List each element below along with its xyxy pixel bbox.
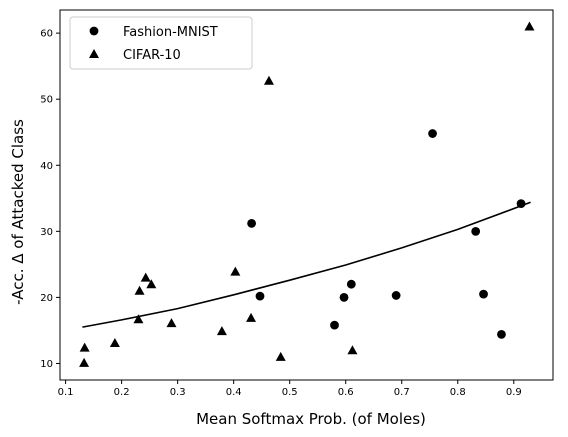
axes: 0.1 0.2 0.3 0.4 0.5 0.6 0.7 0.8 0.9 10 20 30 40 50 60 <box>40 9 554 398</box>
point-cifar-10 <box>347 345 358 355</box>
x-tick-label: 0.9 <box>506 387 522 398</box>
legend-marker <box>89 49 99 58</box>
data-points <box>79 21 535 367</box>
x-tick-label: 0.3 <box>170 387 186 398</box>
y-tick-label: 10 <box>40 359 53 370</box>
point-cifar-10 <box>79 342 90 352</box>
trend-line <box>82 201 531 328</box>
point-cifar-10 <box>230 266 241 276</box>
point-cifar-10 <box>79 357 90 367</box>
point-cifar-10 <box>146 279 157 289</box>
point-fashion-mnist <box>497 330 506 339</box>
x-tick-label: 0.4 <box>226 387 242 398</box>
point-cifar-10 <box>216 326 227 336</box>
x-tick-label: 0.6 <box>338 387 354 398</box>
point-cifar-10 <box>140 272 151 282</box>
y-tick-label: 60 <box>40 29 53 40</box>
point-cifar-10 <box>275 351 286 361</box>
point-fashion-mnist <box>471 226 481 236</box>
y-tick-label: 40 <box>40 161 53 172</box>
x-tick-label: 0.2 <box>114 387 130 398</box>
point-cifar-10 <box>263 75 274 85</box>
point-fashion-mnist <box>255 291 265 301</box>
x-tick-label: 0.7 <box>394 387 410 398</box>
legend-label: CIFAR-10 <box>123 48 181 63</box>
point-cifar-10 <box>166 318 177 328</box>
legend: Fashion-MNIST CIFAR-10 <box>69 16 253 70</box>
legend-label: Fashion-MNIST <box>123 25 218 40</box>
point-cifar-10 <box>133 314 144 324</box>
point-fashion-mnist <box>391 291 401 300</box>
point-fashion-mnist <box>516 199 526 208</box>
x-tick-label: 0.5 <box>282 387 298 398</box>
point-cifar-10 <box>109 338 120 347</box>
trend-line-layer <box>82 201 531 328</box>
point-fashion-mnist <box>428 129 437 138</box>
plot-frame <box>59 9 554 381</box>
y-tick-label: 50 <box>40 95 53 106</box>
point-fashion-mnist <box>479 289 488 299</box>
point-fashion-mnist <box>346 279 356 289</box>
point-fashion-mnist <box>339 293 349 302</box>
x-tick-label: 0.8 <box>450 387 466 398</box>
point-cifar-10 <box>246 312 257 322</box>
point-cifar-10 <box>524 21 535 31</box>
legend-box <box>69 16 253 70</box>
y-axis-label: -Acc. Δ of Attacked Class <box>9 119 27 305</box>
x-tick-label: 0.1 <box>58 387 74 398</box>
point-fashion-mnist <box>330 320 339 330</box>
point-fashion-mnist <box>247 219 256 228</box>
legend-marker <box>89 26 99 36</box>
point-cifar-10 <box>134 285 145 295</box>
y-tick-label: 30 <box>40 227 53 238</box>
y-tick-label: 20 <box>40 293 53 304</box>
x-axis-label: Mean Softmax Prob. (of Moles) <box>196 410 426 428</box>
